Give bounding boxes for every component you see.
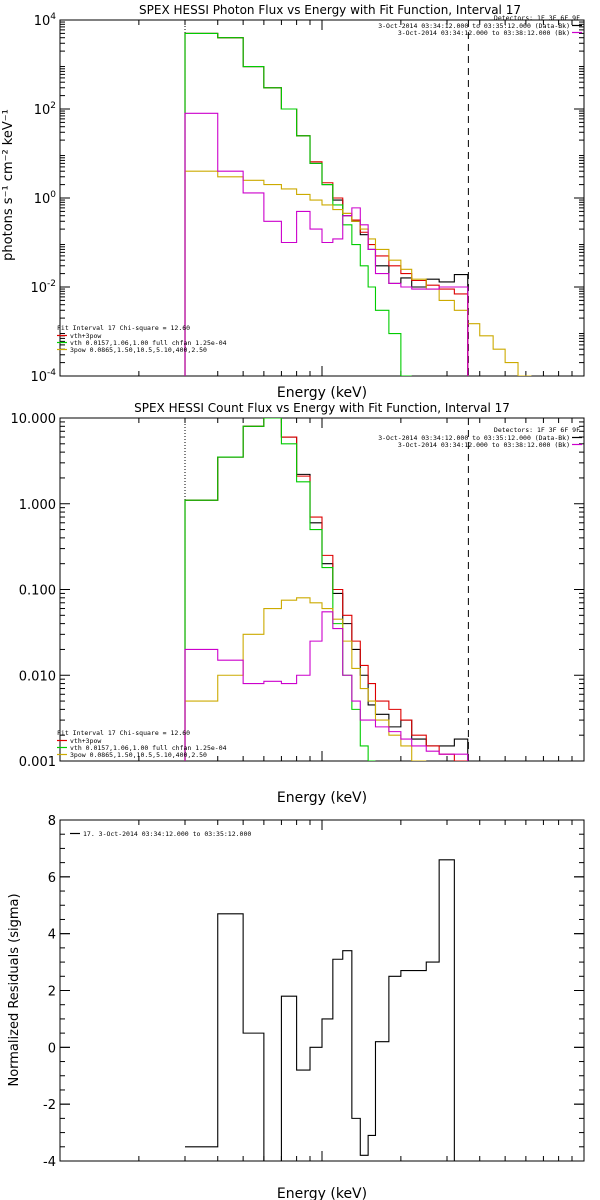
series-line-4	[184, 112, 469, 376]
legend_bottom: Fit Interval 17 Chi-square = 12.60vth+3p…	[57, 324, 227, 354]
series-line-1	[184, 418, 468, 761]
series-line-2	[184, 418, 376, 761]
y-tick-label: 10-4	[30, 368, 56, 385]
y-axis-label: Normalized Residuals (sigma)	[7, 893, 22, 1086]
plot-frame	[59, 417, 585, 762]
series-line-0	[185, 859, 455, 1161]
legend_top: Detectors: 1F 3F 6F 9F3-Oct-2014 03:34:1…	[378, 14, 582, 37]
y-tick-label: 8	[48, 814, 56, 829]
y-tick-label: 2	[48, 985, 56, 1000]
count-flux-panel: SPEX HESSI Count Flux vs Energy with Fit…	[11, 401, 585, 806]
y-tick-label: 0	[48, 1041, 56, 1056]
y-tick-label: 4	[48, 928, 56, 943]
legend-entry: 3pow 0.0865,1.50,10.5,5.10,400,2.50	[70, 346, 207, 354]
legend-header: Fit Interval 17 Chi-square = 12.60	[57, 729, 190, 737]
photon-flux-panel: SPEX HESSI Photon Flux vs Energy with Fi…	[1, 3, 585, 401]
legend-entry: 3-Oct-2014 03:34:12.000 to 03:35:12.000 …	[378, 22, 570, 30]
y-tick-label: 1.000	[19, 498, 56, 513]
residuals-panel: Energy (keV) Normalized Residuals (sigma…	[7, 814, 585, 1200]
x-axis-label: Energy (keV)	[277, 790, 367, 806]
y-tick-label: 102	[34, 101, 56, 118]
plot-area: -4 -2 0 2 4 6 8 17. 3-Oct-2014 03:34:12.000 to …	[43, 814, 585, 1170]
y-tick-label: 0.100	[19, 584, 56, 599]
legend-header: Detectors: 1F 3F 6F 9F	[494, 14, 580, 22]
legend-entry: vth 0.0157,1.06,1.00 full chfan 1.25e-04	[70, 339, 227, 347]
x-axis-label: Energy (keV)	[277, 1186, 367, 1200]
legend-entry: vth+3pow	[70, 332, 101, 340]
y-tick-label: 100	[34, 190, 57, 207]
y-tick-label: 6	[48, 871, 56, 886]
y-axis-label: photons s⁻¹ cm⁻² keV⁻¹	[1, 109, 16, 261]
legend-entry: vth 0.0157,1.06,1.00 full chfan 1.25e-04	[70, 744, 227, 752]
legend_top: 17. 3-Oct-2014 03:34:12.000 to 03:35:12.…	[70, 830, 251, 838]
series-line-2	[184, 32, 412, 376]
y-tick-label: 10.000	[11, 412, 57, 427]
legend-entry: 3-Oct-2014 03:34:12.000 to 03:38:12.000 …	[398, 441, 570, 449]
plot-frame	[59, 819, 585, 1162]
y-tick-label: 0.001	[19, 755, 56, 770]
plot-area: 0.001 0.010 0.100 1.000 10.000 Detectors: 1F …	[11, 412, 585, 770]
y-tick-label: 0.010	[19, 669, 56, 684]
y-tick-label: 10-2	[30, 279, 56, 296]
y-tick-label: -4	[43, 1155, 56, 1170]
y-tick-label: 104	[34, 12, 57, 29]
legend-entry: 17. 3-Oct-2014 03:34:12.000 to 03:35:12.…	[83, 830, 251, 838]
y-tick-label: -2	[43, 1098, 56, 1113]
legend_bottom: Fit Interval 17 Chi-square = 12.60vth+3p…	[57, 729, 227, 759]
plot-frame	[59, 19, 585, 377]
legend_top: Detectors: 1F 3F 6F 9F3-Oct-2014 03:34:1…	[378, 426, 582, 449]
legend-header: Fit Interval 17 Chi-square = 12.60	[57, 324, 190, 332]
legend-entry: 3-Oct-2014 03:34:12.000 to 03:38:12.000 …	[398, 29, 570, 37]
chart-title: SPEX HESSI Photon Flux vs Energy with Fi…	[139, 3, 521, 17]
series-line-3	[184, 170, 532, 376]
series-line-0	[184, 418, 469, 761]
chart-title: SPEX HESSI Count Flux vs Energy with Fit…	[134, 401, 510, 415]
legend-header: Detectors: 1F 3F 6F 9F	[494, 426, 580, 434]
series-line-3	[184, 597, 427, 761]
legend-entry: 3-Oct-2014 03:34:12.000 to 03:35:12.000 …	[378, 434, 570, 442]
legend-entry: vth+3pow	[70, 737, 101, 745]
legend-entry: 3pow 0.0865,1.50,10.5,5.10,400,2.50	[70, 751, 207, 759]
x-axis-label: Energy (keV)	[277, 385, 367, 401]
series-line-4	[184, 611, 469, 761]
